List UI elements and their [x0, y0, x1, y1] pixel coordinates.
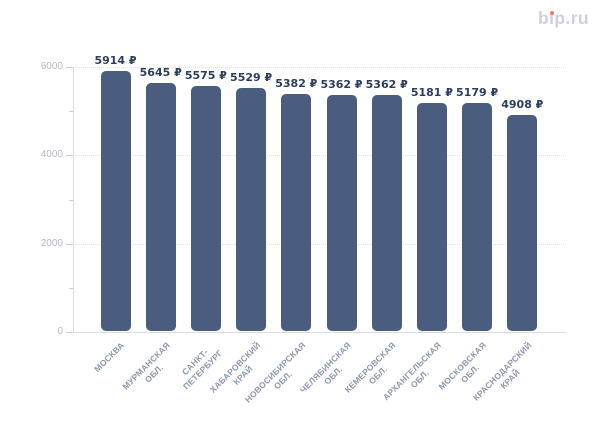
bar-value-label: 5914 ₽: [94, 53, 137, 67]
y-axis-minor-tick: [69, 287, 73, 289]
y-axis-minor-tick: [69, 111, 73, 113]
y-axis-tick: [66, 67, 73, 68]
x-axis-label: МУРМАНСКАЯ ОБЛ.: [120, 340, 172, 392]
y-axis-tick-label: 4000: [40, 149, 63, 161]
logo-letter-i: ı: [549, 8, 555, 28]
gridline: [73, 155, 566, 157]
bar-value-label: 5575 ₽: [184, 68, 227, 82]
bar: [371, 95, 402, 331]
y-axis-tick-label: 0: [57, 326, 63, 337]
site-logo[interactable]: bı p.ru: [538, 8, 589, 28]
bar: [100, 70, 131, 331]
bar: [281, 94, 312, 331]
bar: [507, 115, 538, 331]
bar-value-label: 5529 ₽: [230, 70, 273, 84]
bar: [326, 95, 357, 331]
y-axis-tick-label: 6000: [40, 61, 63, 72]
bar: [190, 85, 221, 331]
bar: [462, 103, 493, 331]
bar-value-label: 5181 ₽: [410, 86, 453, 100]
y-axis-tick-label: 2000: [40, 237, 63, 249]
x-axis-label: МОСКВА: [92, 340, 127, 374]
bar-value-label: 5179 ₽: [456, 86, 499, 100]
bar-value-label: 5362 ₽: [365, 78, 408, 92]
bar: [416, 103, 447, 331]
gridline: [73, 243, 566, 245]
bar: [145, 82, 176, 331]
logo-letter-b: b: [537, 8, 550, 28]
gridline: [73, 67, 566, 68]
logo-letters-p-ru: p.ru: [554, 8, 589, 28]
bar-value-label: 4908 ₽: [501, 98, 544, 112]
bar-value-label: 5645 ₽: [139, 65, 182, 79]
y-axis-tick: [66, 332, 73, 333]
logo-i-dot: [549, 10, 554, 15]
bar-value-label: 5382 ₽: [275, 77, 318, 91]
bar: [236, 87, 267, 331]
y-axis-line: [73, 67, 74, 332]
y-axis-tick: [66, 243, 73, 245]
y-axis-minor-tick: [69, 199, 73, 201]
bar-value-label: 5362 ₽: [320, 78, 363, 92]
y-axis-tick: [66, 155, 73, 157]
x-axis-line: [73, 332, 566, 333]
